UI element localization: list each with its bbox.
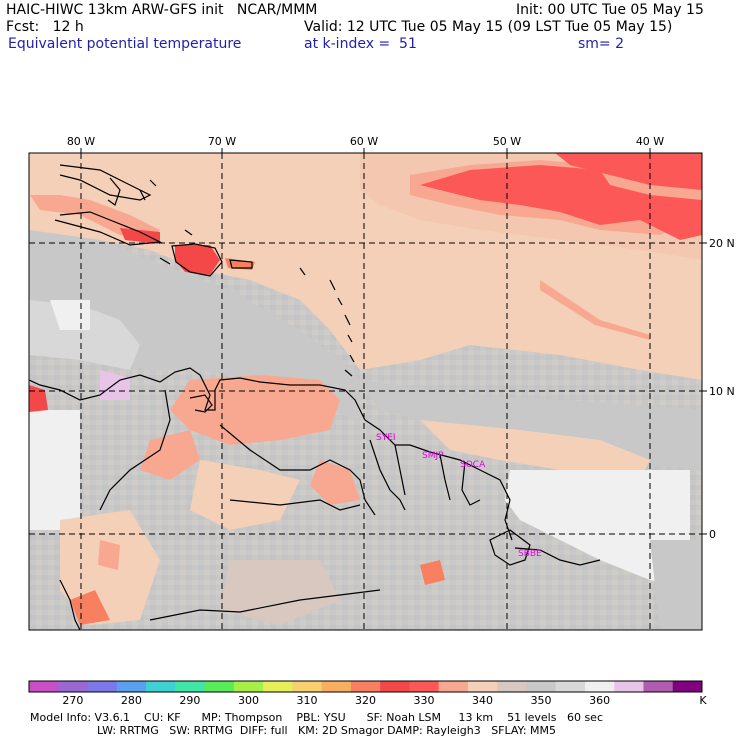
- coastlines: [29, 164, 601, 630]
- header-init-time: Init: 00 UTC Tue 05 May 15: [516, 2, 704, 18]
- station-smjp: SMJP: [422, 451, 444, 461]
- colorbar-swatch: [233, 681, 264, 692]
- level-label: at k-index = 51: [304, 36, 417, 52]
- station-soca: SOCA: [460, 460, 486, 470]
- colorbar-swatch: [584, 681, 615, 692]
- colorbar-tick-label: 280: [120, 694, 142, 707]
- colorbar-tick-label: 310: [296, 694, 318, 707]
- colorbar-swatch: [146, 681, 176, 692]
- colorbar-swatch: [467, 681, 498, 692]
- colorbar-swatch: [58, 681, 89, 692]
- colorbar-swatch: [555, 681, 586, 692]
- station-sbbe: SBBE: [518, 549, 542, 559]
- colorbar-swatch: [87, 681, 118, 692]
- colorbar-swatch: [614, 681, 644, 692]
- colorbar-swatch: [672, 681, 703, 692]
- header-title: HAIC-HIWC 13km ARW-GFS init NCAR/MMM: [6, 2, 318, 18]
- colorbar-tick-label: 340: [472, 694, 494, 707]
- colorbar-tick-label: 290: [179, 694, 201, 707]
- colorbar-swatch: [380, 681, 410, 692]
- colorbar-swatch: [116, 681, 147, 692]
- lon-label-60w: 60 W: [350, 135, 378, 148]
- lon-label-50w: 50 W: [493, 135, 521, 148]
- colorbar-swatch: [643, 681, 674, 692]
- station-syei: SYEI: [376, 433, 396, 443]
- station-markers: SYEI SMJP SOCA SBBE: [376, 433, 542, 559]
- model-info-line2: LW: RRTMG SW: RRTMG DIFF: full KM: 2D Sm…: [97, 724, 557, 737]
- colorbar-swatch: [204, 681, 235, 692]
- field-name: Equivalent potential temperature: [8, 36, 242, 52]
- colorbar-frame: [28, 680, 703, 693]
- lon-label-70w: 70 W: [208, 135, 236, 148]
- colorbar-swatch: [263, 681, 293, 692]
- colorbar-swatch: [526, 681, 557, 692]
- colorbar: [28, 680, 703, 693]
- lat-label-10n: 10 N: [709, 385, 735, 398]
- colorbar-swatch: [175, 681, 206, 692]
- colorbar-tick-label: 300: [237, 694, 259, 707]
- lat-label-0: 0: [709, 528, 716, 541]
- colorbar-tick-label: 350: [530, 694, 552, 707]
- colorbar-unit: K: [699, 694, 707, 707]
- header-forecast-hour: Fcst: 12 h: [6, 19, 84, 35]
- colorbar-swatch: [409, 681, 440, 692]
- smoothing-label: sm= 2: [578, 36, 625, 52]
- lon-label-80w: 80 W: [67, 135, 95, 148]
- model-info-line1: Model Info: V3.6.1 CU: KF MP: Thompson P…: [30, 711, 603, 724]
- colorbar-swatch: [29, 681, 59, 692]
- lon-label-40w: 40 W: [636, 135, 664, 148]
- lat-label-20n: 20 N: [709, 237, 735, 250]
- colorbar-swatch: [438, 681, 469, 692]
- colorbar-tick-label: 360: [589, 694, 611, 707]
- colorbar-tick-label: 320: [355, 694, 376, 707]
- colorbar-swatch: [497, 681, 527, 692]
- colorbar-swatch: [350, 681, 381, 692]
- colorbar-swatch: [321, 681, 352, 692]
- colorbar-swatch: [292, 681, 323, 692]
- header-valid-time: Valid: 12 UTC Tue 05 May 15 (09 LST Tue …: [304, 19, 673, 35]
- colorbar-tick-label: 330: [413, 694, 435, 707]
- colorbar-tick-label: 270: [62, 694, 84, 707]
- lat-lon-grid: [29, 153, 702, 630]
